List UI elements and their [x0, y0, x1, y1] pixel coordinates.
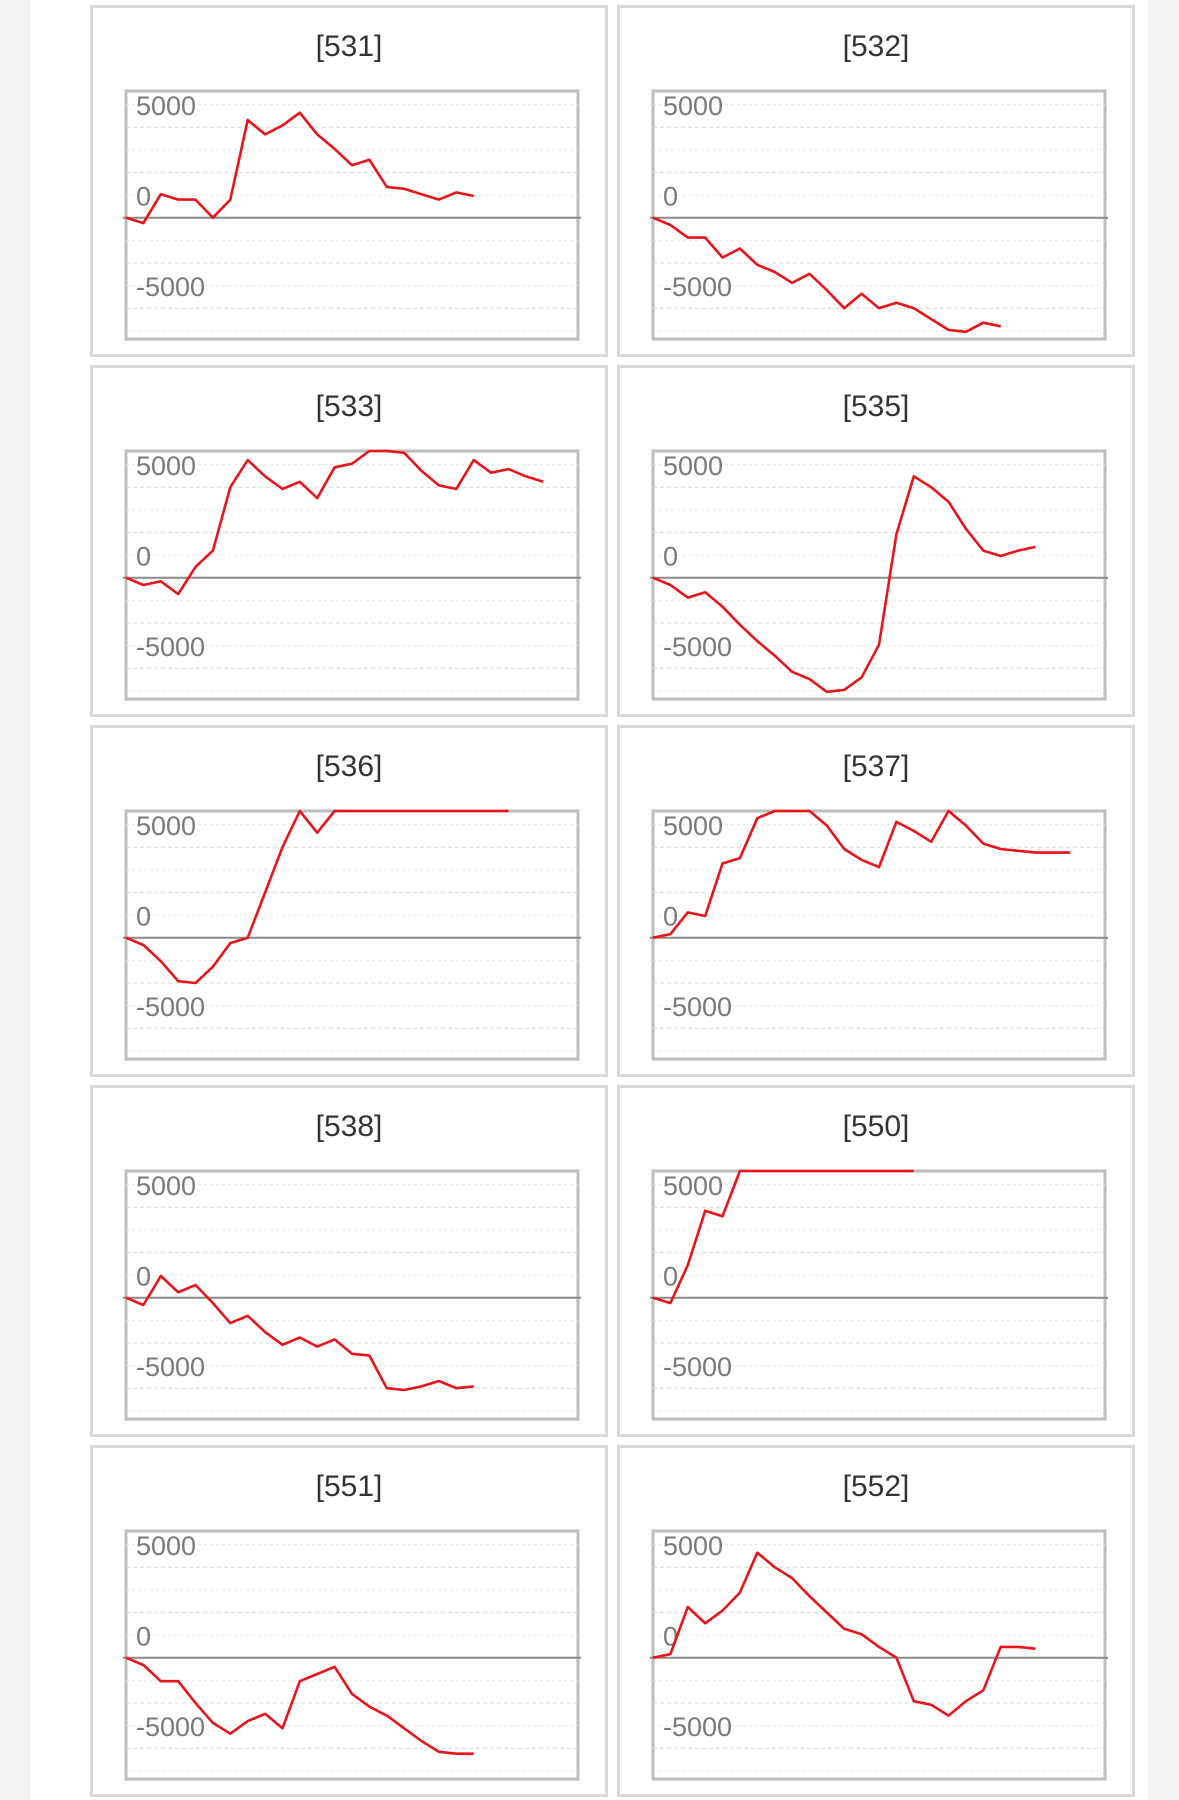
line-chart: 5000 0 -5000 — [123, 809, 581, 1061]
chart-title: [538] — [315, 1110, 383, 1143]
y-tick-label: -5000 — [136, 632, 205, 662]
y-tick-label: 0 — [663, 902, 678, 932]
chart-title: [533] — [315, 390, 383, 423]
chart-panel: [538] 5000 0 -5000 — [90, 1085, 608, 1437]
y-tick-label: 5000 — [136, 1171, 196, 1201]
plot-frame — [124, 449, 580, 701]
line-chart: 5000 0 -5000 — [123, 449, 581, 701]
y-tick-label: 0 — [136, 542, 151, 572]
y-tick-label: 5000 — [136, 451, 196, 481]
y-tick-label: 0 — [663, 182, 678, 212]
y-tick-label: 5000 — [136, 1531, 196, 1561]
plot-frame — [124, 89, 580, 341]
y-tick-label: -5000 — [136, 272, 205, 302]
chart-panel: [537] 5000 0 -5000 — [617, 725, 1135, 1077]
plot-frame — [651, 449, 1107, 701]
y-tick-label: 5000 — [663, 91, 723, 121]
y-tick-label: -5000 — [663, 1352, 732, 1382]
series-line — [652, 809, 1071, 939]
y-tick-label: 0 — [136, 1262, 151, 1292]
chart-panel: [533] 5000 0 -5000 — [90, 365, 608, 717]
y-tick-label: 0 — [663, 1262, 678, 1292]
y-tick-label: -5000 — [663, 272, 732, 302]
y-tick-label: -5000 — [136, 1712, 205, 1742]
plot-frame — [651, 89, 1107, 341]
plot-frame — [651, 1169, 1107, 1421]
series-line — [652, 216, 1001, 334]
plot-frame — [124, 809, 580, 1061]
y-tick-label: 5000 — [663, 1531, 723, 1561]
line-chart: 5000 0 -5000 — [123, 1529, 581, 1781]
y-tick-label: 0 — [663, 542, 678, 572]
y-tick-label: 0 — [136, 902, 151, 932]
chart-title: [532] — [842, 30, 910, 63]
series-line — [652, 475, 1036, 694]
chart-title: [550] — [842, 1110, 910, 1143]
chart-title: [536] — [315, 750, 383, 783]
series-line — [125, 449, 544, 596]
plot-frame — [651, 1529, 1107, 1781]
line-chart: 5000 0 -5000 — [650, 1169, 1108, 1421]
y-tick-label: 5000 — [136, 91, 196, 121]
series-line — [125, 1656, 474, 1756]
series-line — [652, 1551, 1036, 1717]
chart-panel: [531] 5000 0 -5000 — [90, 5, 608, 357]
plot-frame — [124, 1169, 580, 1421]
y-tick-label: -5000 — [136, 1352, 205, 1382]
chart-panel: [535] 5000 0 -5000 — [617, 365, 1135, 717]
y-tick-label: -5000 — [663, 992, 732, 1022]
chart-panel: [550] 5000 0 -5000 — [617, 1085, 1135, 1437]
y-tick-label: 0 — [136, 182, 151, 212]
y-tick-label: 5000 — [663, 451, 723, 481]
line-chart: 5000 0 -5000 — [123, 1169, 581, 1421]
chart-title: [535] — [842, 390, 910, 423]
plot-frame — [124, 1529, 580, 1781]
chart-title: [552] — [842, 1470, 910, 1503]
series-line — [125, 111, 474, 225]
chart-panel: [551] 5000 0 -5000 — [90, 1445, 608, 1797]
y-tick-label: -5000 — [663, 1712, 732, 1742]
chart-title: [551] — [315, 1470, 383, 1503]
y-tick-label: 0 — [136, 1622, 151, 1652]
line-chart: 5000 0 -5000 — [123, 89, 581, 341]
y-tick-label: -5000 — [136, 992, 205, 1022]
y-tick-label: 5000 — [663, 1171, 723, 1201]
line-chart: 5000 0 -5000 — [650, 449, 1108, 701]
chart-title: [531] — [315, 30, 383, 63]
chart-panel: [552] 5000 0 -5000 — [617, 1445, 1135, 1797]
y-tick-label: -5000 — [663, 632, 732, 662]
chart-panel: [536] 5000 0 -5000 — [90, 725, 608, 1077]
page: [531] 5000 0 -5000 [532] 5000 0 -5000 [533] … — [30, 0, 1148, 1800]
chart-title: [537] — [842, 750, 910, 783]
series-line — [125, 1274, 474, 1392]
series-line — [652, 1169, 914, 1305]
y-tick-label: 5000 — [136, 811, 196, 841]
chart-panel: [532] 5000 0 -5000 — [617, 5, 1135, 357]
series-line — [125, 809, 509, 985]
line-chart: 5000 0 -5000 — [650, 89, 1108, 341]
y-tick-label: 5000 — [663, 811, 723, 841]
line-chart: 5000 0 -5000 — [650, 809, 1108, 1061]
